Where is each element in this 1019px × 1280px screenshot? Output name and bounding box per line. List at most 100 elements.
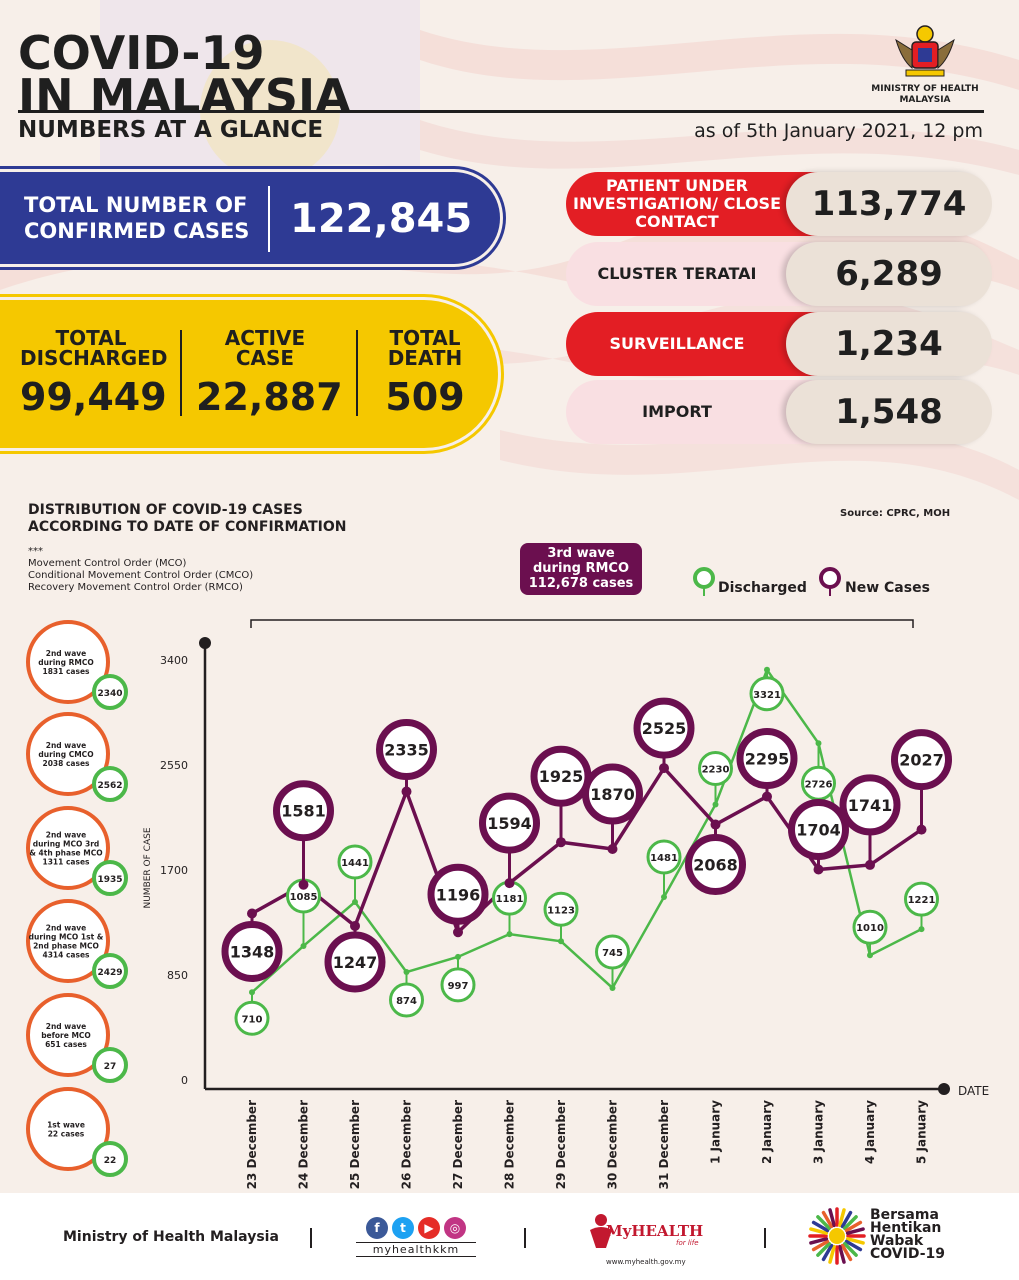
discharged-value: 99,449 bbox=[20, 375, 167, 419]
stat-label: SURVEILLANCE bbox=[609, 334, 745, 353]
discharged-marker bbox=[852, 909, 888, 945]
stat-pui-close-contact: PATIENT UNDER INVESTIGATION/ CLOSE CONTA… bbox=[566, 172, 992, 236]
bersama-text: Bersama Hentikan Wabak COVID-19 bbox=[870, 1208, 946, 1262]
x-axis-label: DATE bbox=[958, 1084, 989, 1098]
discharged-value-label: 1181 bbox=[496, 894, 524, 905]
x-axis-end-dot bbox=[938, 1083, 950, 1095]
instagram-icon[interactable]: ◎ bbox=[444, 1217, 466, 1239]
title-line-1: COVID-19 bbox=[18, 26, 265, 80]
wave3-line-3: 112,678 cases bbox=[528, 576, 634, 591]
sunburst-ray bbox=[821, 1243, 834, 1262]
sunburst-ray bbox=[811, 1220, 830, 1233]
total-confirmed-panel bbox=[0, 172, 500, 264]
twitter-icon[interactable]: t bbox=[392, 1217, 414, 1239]
x-tick-label: 26 December bbox=[400, 1100, 414, 1189]
discharged-value-label: 874 bbox=[396, 996, 417, 1007]
sunburst-ray bbox=[838, 1244, 846, 1264]
new-cases-value-label: 2295 bbox=[745, 750, 790, 769]
discharged-marker bbox=[389, 982, 424, 1018]
wave-text: 1st wave bbox=[47, 1121, 85, 1130]
wave-discharged-marker bbox=[92, 1047, 128, 1083]
discharged-marker bbox=[595, 934, 630, 970]
sunburst-ray bbox=[840, 1210, 853, 1229]
discharged-value-label: 1123 bbox=[547, 905, 575, 916]
discharged-value-label: 1441 bbox=[341, 858, 369, 869]
stat-label: IMPORT bbox=[642, 402, 712, 421]
stat-label: CLUSTER TERATAI bbox=[597, 264, 757, 283]
new-cases-value-label: 2335 bbox=[384, 741, 429, 760]
wave-discharged-marker bbox=[92, 766, 128, 802]
stat-value: 1,234 bbox=[786, 312, 992, 376]
wave-text: during CMCO bbox=[38, 750, 93, 759]
legend-new-icon bbox=[819, 567, 841, 589]
bersama-line-4: COVID-19 bbox=[870, 1246, 946, 1262]
stat-import: IMPORT 1,548 bbox=[566, 380, 992, 444]
wave-text: 4314 cases bbox=[42, 951, 90, 960]
new-cases-marker bbox=[427, 863, 489, 925]
y-tick-label: 1700 bbox=[160, 864, 188, 877]
stat-value: 113,774 bbox=[786, 172, 992, 236]
wave3-line-2: during RMCO bbox=[532, 561, 630, 576]
wave-text: 1311 cases bbox=[42, 858, 90, 867]
new-cases-marker bbox=[273, 780, 334, 842]
header-rule bbox=[18, 110, 984, 113]
wave-bubble bbox=[26, 620, 110, 704]
wave-text: before MCO bbox=[41, 1031, 91, 1040]
sunburst-ray bbox=[816, 1215, 831, 1230]
sunburst-ray bbox=[828, 1208, 836, 1228]
x-tick-label: 1 January bbox=[709, 1100, 723, 1164]
wave-discharged-value: 22 bbox=[104, 1156, 117, 1166]
discharged-marker bbox=[234, 1000, 270, 1036]
legend-discharged-icon bbox=[693, 567, 715, 589]
new-cases-value-label: 1925 bbox=[539, 767, 584, 786]
youtube-icon[interactable]: ▶ bbox=[418, 1217, 440, 1239]
y-tick-label: 850 bbox=[167, 969, 188, 982]
x-tick-label: 5 January bbox=[915, 1100, 929, 1164]
y-tick-label: 3400 bbox=[160, 654, 188, 667]
wave-bubble bbox=[26, 712, 110, 796]
y-axis-label: NUMBER OF CASE bbox=[143, 827, 153, 908]
footer-divider bbox=[310, 1228, 312, 1248]
facebook-icon[interactable]: f bbox=[366, 1217, 388, 1239]
wave-discharged-value: 1935 bbox=[97, 875, 122, 885]
wave-text: 651 cases bbox=[45, 1040, 87, 1049]
new-cases-value-label: 2068 bbox=[693, 856, 738, 875]
bersama-line-3: Wabak bbox=[870, 1233, 924, 1249]
new-cases-value-label: 1704 bbox=[796, 821, 841, 840]
discharged-marker bbox=[749, 676, 785, 712]
new-cases-marker bbox=[685, 834, 746, 896]
new-cases-value-label: 1594 bbox=[487, 814, 532, 833]
wave-text: 22 cases bbox=[48, 1130, 85, 1139]
outcome-divider-2 bbox=[356, 330, 358, 416]
y-tick-label: 0 bbox=[181, 1074, 188, 1087]
ministry-logo: MINISTRY OF HEALTH MALAYSIA bbox=[865, 20, 985, 106]
x-tick-label: 30 December bbox=[606, 1100, 620, 1189]
social-links: f t ▶ ◎ myhealthkkm bbox=[356, 1217, 476, 1257]
y-axis-end-dot bbox=[199, 637, 211, 649]
sunburst-ray bbox=[816, 1242, 831, 1257]
discharged-marker bbox=[440, 967, 476, 1003]
discharged-value-label: 1221 bbox=[908, 895, 936, 906]
wave-bubble bbox=[26, 993, 110, 1077]
wave-text: during RMCO bbox=[38, 658, 93, 667]
chart-title: DISTRIBUTION OF COVID-19 CASES ACCORDING… bbox=[28, 502, 347, 536]
note-cmco: Conditional Movement Control Order (CMCO… bbox=[28, 570, 254, 581]
notes-marker: *** bbox=[28, 546, 43, 557]
wave-text: 2nd wave bbox=[46, 1022, 87, 1031]
x-tick-label: 24 December bbox=[297, 1100, 311, 1189]
myhealth-logo: MyHEALTH for life www.myhealth.gov.my bbox=[586, 1208, 726, 1268]
wave-bubble bbox=[26, 899, 110, 983]
discharged-label: TOTAL DISCHARGED bbox=[20, 326, 168, 370]
note-mco: Movement Control Order (MCO) bbox=[28, 558, 187, 569]
as-of-date: as of 5th January 2021, 12 pm bbox=[694, 120, 983, 142]
chart-source: Source: CPRC, MOH bbox=[840, 508, 951, 519]
footer-divider bbox=[764, 1228, 766, 1248]
wave-text: 2nd wave bbox=[46, 924, 87, 933]
x-tick-label: 27 December bbox=[451, 1100, 465, 1189]
stat-value: 1,548 bbox=[786, 380, 992, 444]
legend-new-cases: New Cases bbox=[845, 580, 930, 596]
new-cases-value-label: 1247 bbox=[333, 953, 378, 972]
ministry-label-2: MALAYSIA bbox=[899, 95, 951, 105]
discharged-value-label: 745 bbox=[602, 948, 623, 959]
x-tick-label: 31 December bbox=[657, 1100, 671, 1189]
